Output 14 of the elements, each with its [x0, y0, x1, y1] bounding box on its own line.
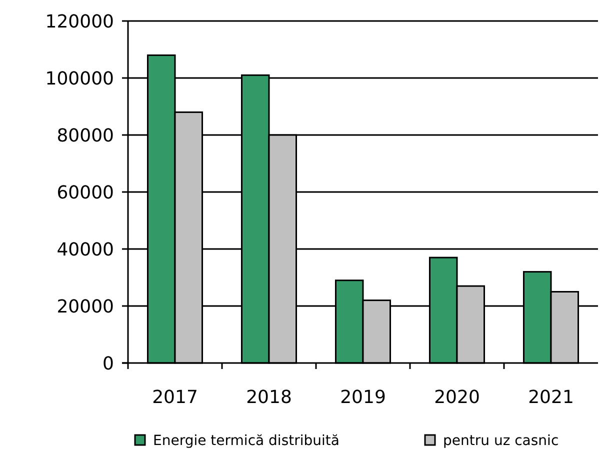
legend-label: pentru uz casnic: [443, 432, 559, 449]
y-tick-label: 80000: [56, 125, 114, 146]
y-tick-label: 60000: [56, 182, 114, 204]
y-tick-label: 100000: [45, 68, 114, 90]
legend-label: Energie termică distribuită: [153, 432, 340, 449]
x-tick-label: 2020: [434, 387, 480, 408]
y-tick-label: 0: [102, 353, 114, 374]
y-tick-label: 20000: [56, 296, 114, 318]
x-tick-label: 2018: [246, 387, 292, 408]
x-tick-label: 2021: [528, 387, 574, 408]
y-tick-label: 120000: [45, 11, 114, 32]
x-tick-label: 2017: [152, 387, 198, 408]
y-tick-label: 40000: [56, 239, 114, 260]
x-tick-label: 2019: [340, 387, 386, 408]
